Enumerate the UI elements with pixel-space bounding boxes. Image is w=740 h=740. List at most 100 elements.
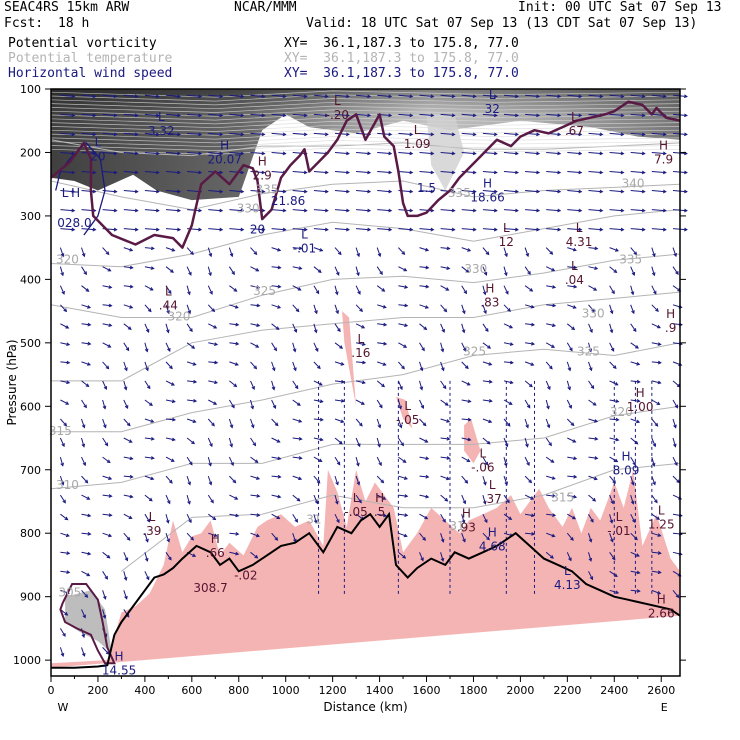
wind-arrowhead [337,251,342,256]
wind-vector [313,437,323,441]
wind-arrowhead [64,516,69,521]
theta-contour-4 [50,405,681,490]
wind-arrowhead [104,575,108,580]
wind-vector [461,209,476,212]
wind-vector [355,285,361,295]
wind-vector [419,113,434,116]
wind-vector [376,475,384,483]
wind-vector [123,532,131,541]
wind-arrowhead [613,573,618,577]
wind-vector [630,247,637,255]
wind-vector [503,361,513,364]
wind-arrowhead [493,227,498,232]
wind-vector [81,285,89,292]
wind-vector [187,380,197,383]
wind-arrowhead [188,271,192,276]
wind-arrowhead [662,132,667,137]
wind-arrowhead [593,287,598,291]
wind-vector [524,437,529,447]
wind-vector [566,552,572,561]
wind-vector [229,228,244,231]
wind-vector [81,513,91,517]
wind-vector [123,247,133,251]
wind-vector [524,494,534,500]
wind-arrowhead [193,379,198,384]
wind-arrowhead [64,612,69,616]
wind-vector [102,113,117,116]
wind-arrowhead [388,94,393,99]
wind-vector [292,171,307,174]
wind-arrowhead [298,456,303,460]
wind-vector [376,456,382,466]
wind-vector [250,399,254,409]
wind-vector [546,171,561,174]
wind-arrowhead [214,360,219,365]
wind-vector [271,418,279,426]
wind-arrowhead [192,553,197,557]
extremum-marker-L: L [571,259,578,273]
wind-arrowhead [113,151,118,156]
wind-arrowhead [482,500,487,505]
wind-vector [609,552,616,560]
wind-vector [503,171,518,174]
wind-arrowhead [504,443,509,448]
wind-vector [313,323,317,333]
wind-arrowhead [303,132,308,137]
wind-arrowhead [381,288,386,292]
wind-arrowhead [526,404,531,409]
wind-vector [440,552,444,562]
wind-arrowhead [635,553,640,557]
wind-vector [59,494,66,503]
wind-vector [461,304,466,314]
wind-arrowhead [177,151,182,156]
wind-arrowhead [146,576,150,581]
wind-arrowhead [633,251,638,256]
wind-vector [186,532,194,541]
wind-arrowhead [451,170,456,175]
wind-vector [630,323,637,332]
wind-vector [60,152,75,155]
wind-arrowhead [631,271,636,276]
wind-arrowhead [409,151,414,156]
wind-vector [482,266,487,276]
wind-vector [144,228,159,231]
wind-arrowhead [102,595,107,600]
wind-arrowhead [324,189,329,194]
wind-vector [546,475,555,480]
wind-arrowhead [505,290,509,295]
wind-vector [187,94,202,97]
wind-vector [144,113,159,116]
wind-vector [356,171,371,174]
wind-arrowhead [484,461,489,466]
wind-vector [482,418,492,423]
y-tick-label: 100 [20,83,41,96]
wind-vector [250,513,260,516]
extremum-marker-L: L [357,332,364,346]
wind-vector [313,285,320,294]
wind-vector [292,475,302,480]
wind-arrowhead [235,551,240,556]
wind-vector [186,475,191,485]
wind-arrowhead [282,189,287,194]
wind-arrowhead [256,513,261,517]
wind-vector [672,437,676,447]
wind-arrowhead [536,132,541,137]
wind-arrowhead [107,268,112,272]
wind-arrowhead [673,424,677,429]
wind-vector [165,342,171,352]
wind-vector [144,94,159,97]
wind-vector [250,342,259,348]
wind-vector [630,437,638,445]
wind-vector [588,304,595,312]
wind-vector [588,456,598,459]
wind-arrowhead [84,479,89,484]
wind-arrowhead [345,227,350,232]
wind-arrowhead [383,341,388,346]
wind-arrowhead [127,326,132,330]
wind-vector [525,152,540,155]
wind-vector [630,113,645,116]
extremum-value: 20 [90,149,105,163]
wind-arrowhead [339,345,344,349]
wind-vector [588,247,598,250]
wind-vector [398,551,406,559]
